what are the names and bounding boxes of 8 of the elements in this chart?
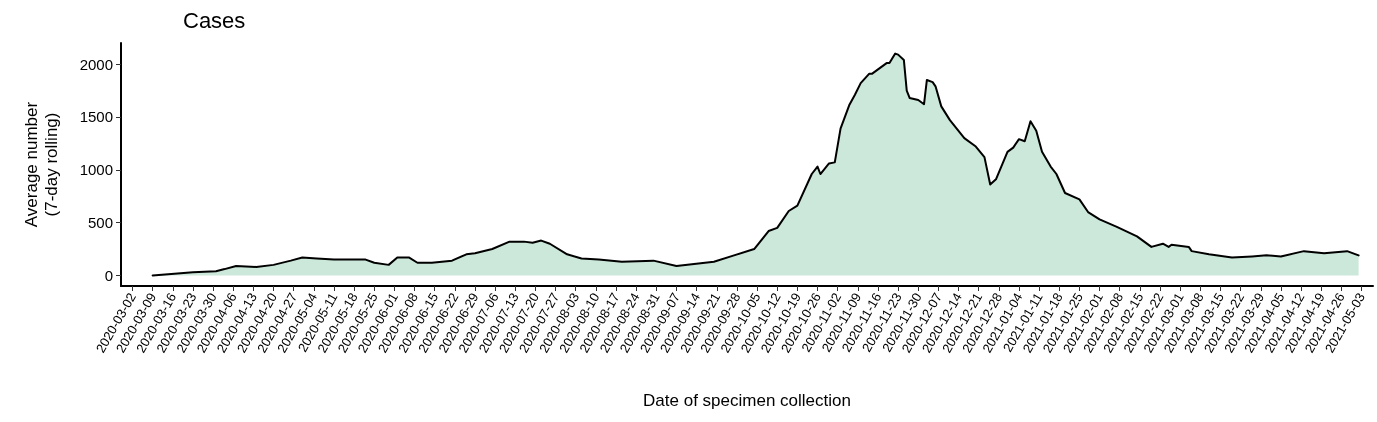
y-tick-label: 2000 (79, 55, 113, 73)
y-tick-label: 500 (87, 214, 113, 232)
y-axis-title: Average number (7-day rolling) (21, 101, 61, 228)
chart-title: Cases (183, 7, 246, 33)
x-axis-title: Date of specimen collection (643, 391, 851, 410)
y-tick-label: 1000 (79, 161, 113, 179)
y-tick-label: 1500 (79, 108, 113, 126)
y-tick-label: 0 (104, 266, 113, 284)
